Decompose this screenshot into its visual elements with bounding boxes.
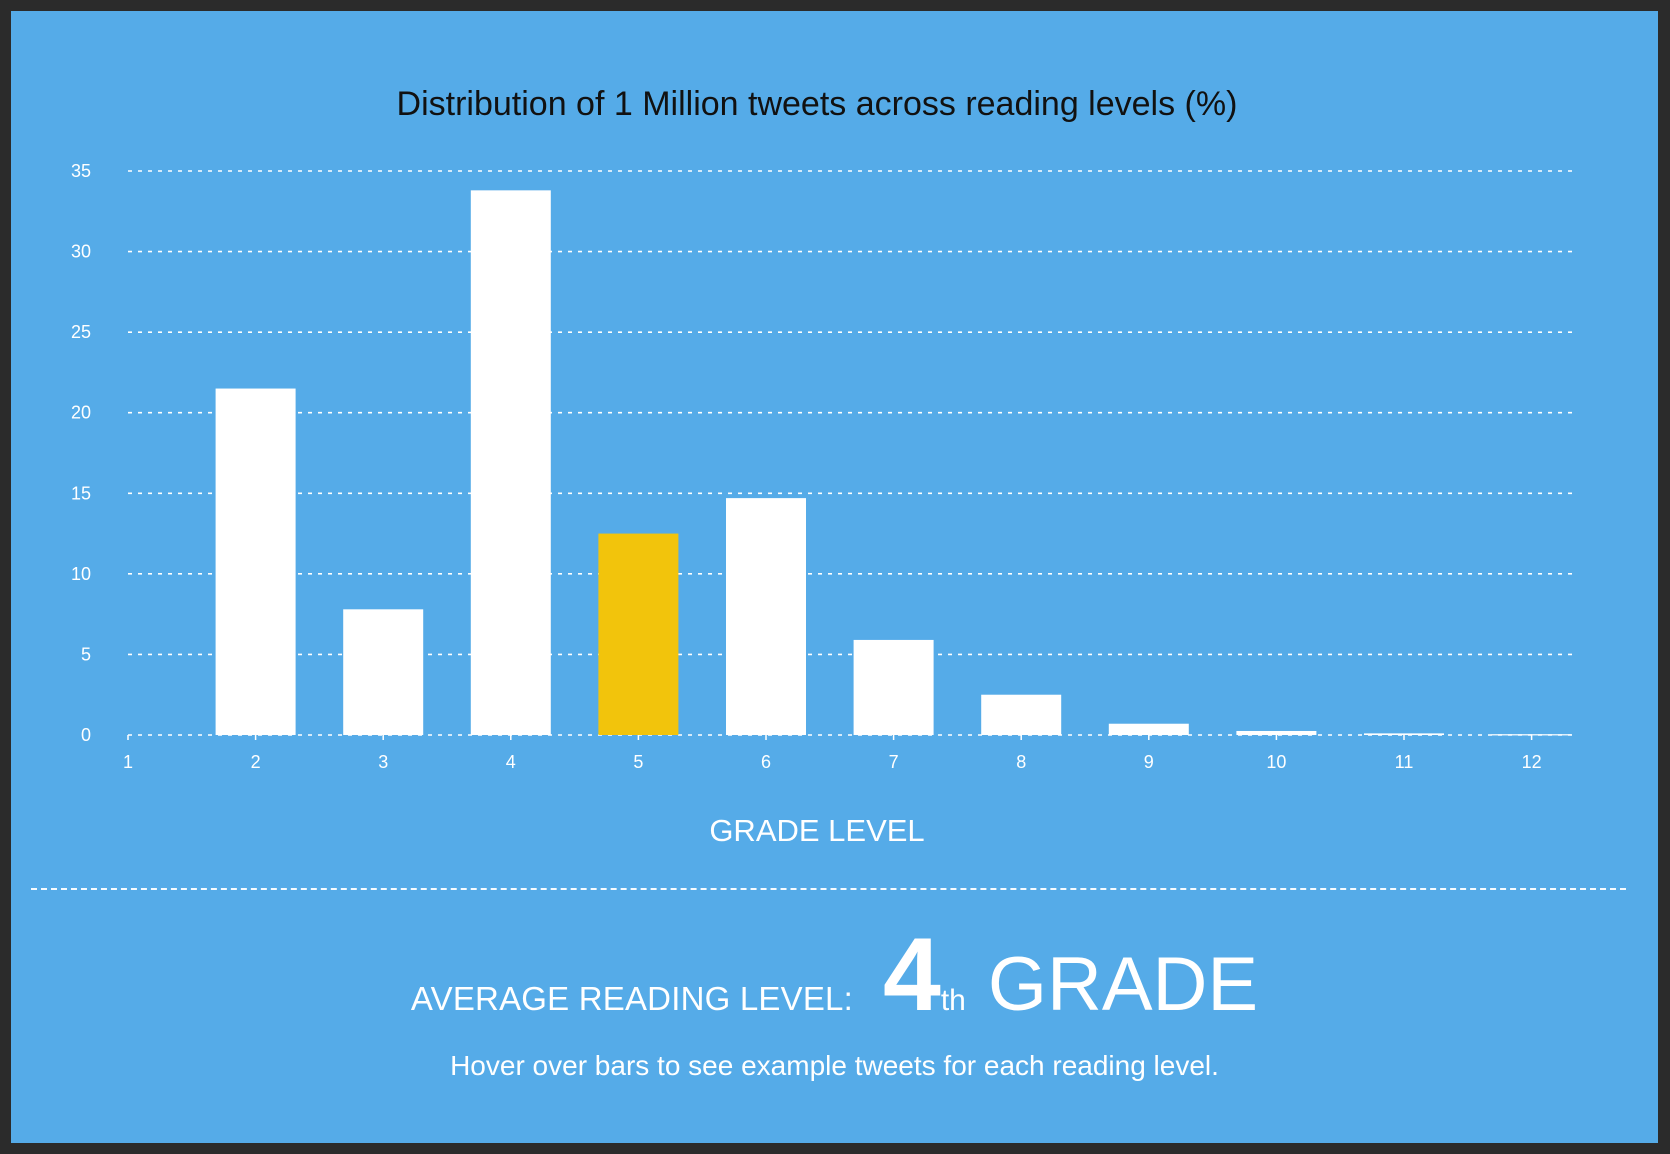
y-tick-label: 15	[71, 483, 91, 503]
x-tick-label: 8	[1016, 752, 1026, 772]
x-tick-label: 11	[1395, 752, 1414, 772]
average-label: AVERAGE READING LEVEL:	[410, 980, 853, 1017]
x-tick-label: 9	[1144, 752, 1154, 772]
average-unit: GRADE	[987, 942, 1259, 1027]
bar-grade-5[interactable]	[598, 533, 679, 735]
x-tick-label: 4	[506, 752, 516, 772]
x-axis-label: GRADE LEVEL	[709, 813, 924, 848]
y-tick-label: 25	[71, 322, 91, 342]
chart-title: Distribution of 1 Million tweets across …	[397, 85, 1238, 123]
bar-grade-9[interactable]	[1108, 723, 1189, 735]
average-reading-level: AVERAGE READING LEVEL: 4th GRADE	[11, 923, 1658, 1033]
bar-grade-6[interactable]	[726, 498, 806, 735]
y-axis-ticks: 0 5 10 15 20 25 30 35	[71, 161, 91, 745]
average-value: 4	[882, 917, 941, 1033]
bar-grade-11[interactable]	[1364, 733, 1444, 735]
y-tick-label: 30	[71, 242, 91, 262]
y-tick-label: 35	[71, 161, 91, 181]
bar-grade-2[interactable]	[215, 388, 296, 735]
bar-grade-8[interactable]	[981, 694, 1062, 735]
bar-chart: Distribution of 1 Million tweets across …	[71, 85, 1577, 848]
average-suffix: th	[940, 984, 966, 1017]
y-tick-label: 0	[81, 725, 91, 745]
bar-grade-4[interactable]	[470, 190, 551, 735]
y-tick-label: 5	[81, 644, 91, 664]
x-tick-label: 10	[1266, 752, 1286, 772]
section-divider	[31, 888, 1626, 890]
y-tick-label: 10	[71, 564, 91, 584]
x-tick-label: 7	[889, 752, 899, 772]
bar-grade-10[interactable]	[1236, 730, 1317, 735]
x-tick-label: 3	[378, 752, 388, 772]
x-tick-label: 5	[633, 752, 643, 772]
bars	[215, 190, 1572, 736]
hover-hint: Hover over bars to see example tweets fo…	[450, 1050, 1219, 1081]
x-axis-ticks: 1 2 3 4 5 6 7 8 9 10 11 12	[123, 735, 1542, 772]
bar-grade-12[interactable]	[1491, 734, 1572, 736]
x-tick-label: 6	[761, 752, 771, 772]
x-tick-label: 1	[123, 752, 133, 772]
bar-grade-3[interactable]	[343, 609, 424, 735]
bar-grade-7[interactable]	[853, 639, 934, 735]
x-tick-label: 12	[1522, 752, 1542, 772]
y-tick-label: 20	[71, 403, 91, 423]
chart-panel: Distribution of 1 Million tweets across …	[11, 11, 1658, 1143]
x-tick-label: 2	[251, 752, 261, 772]
